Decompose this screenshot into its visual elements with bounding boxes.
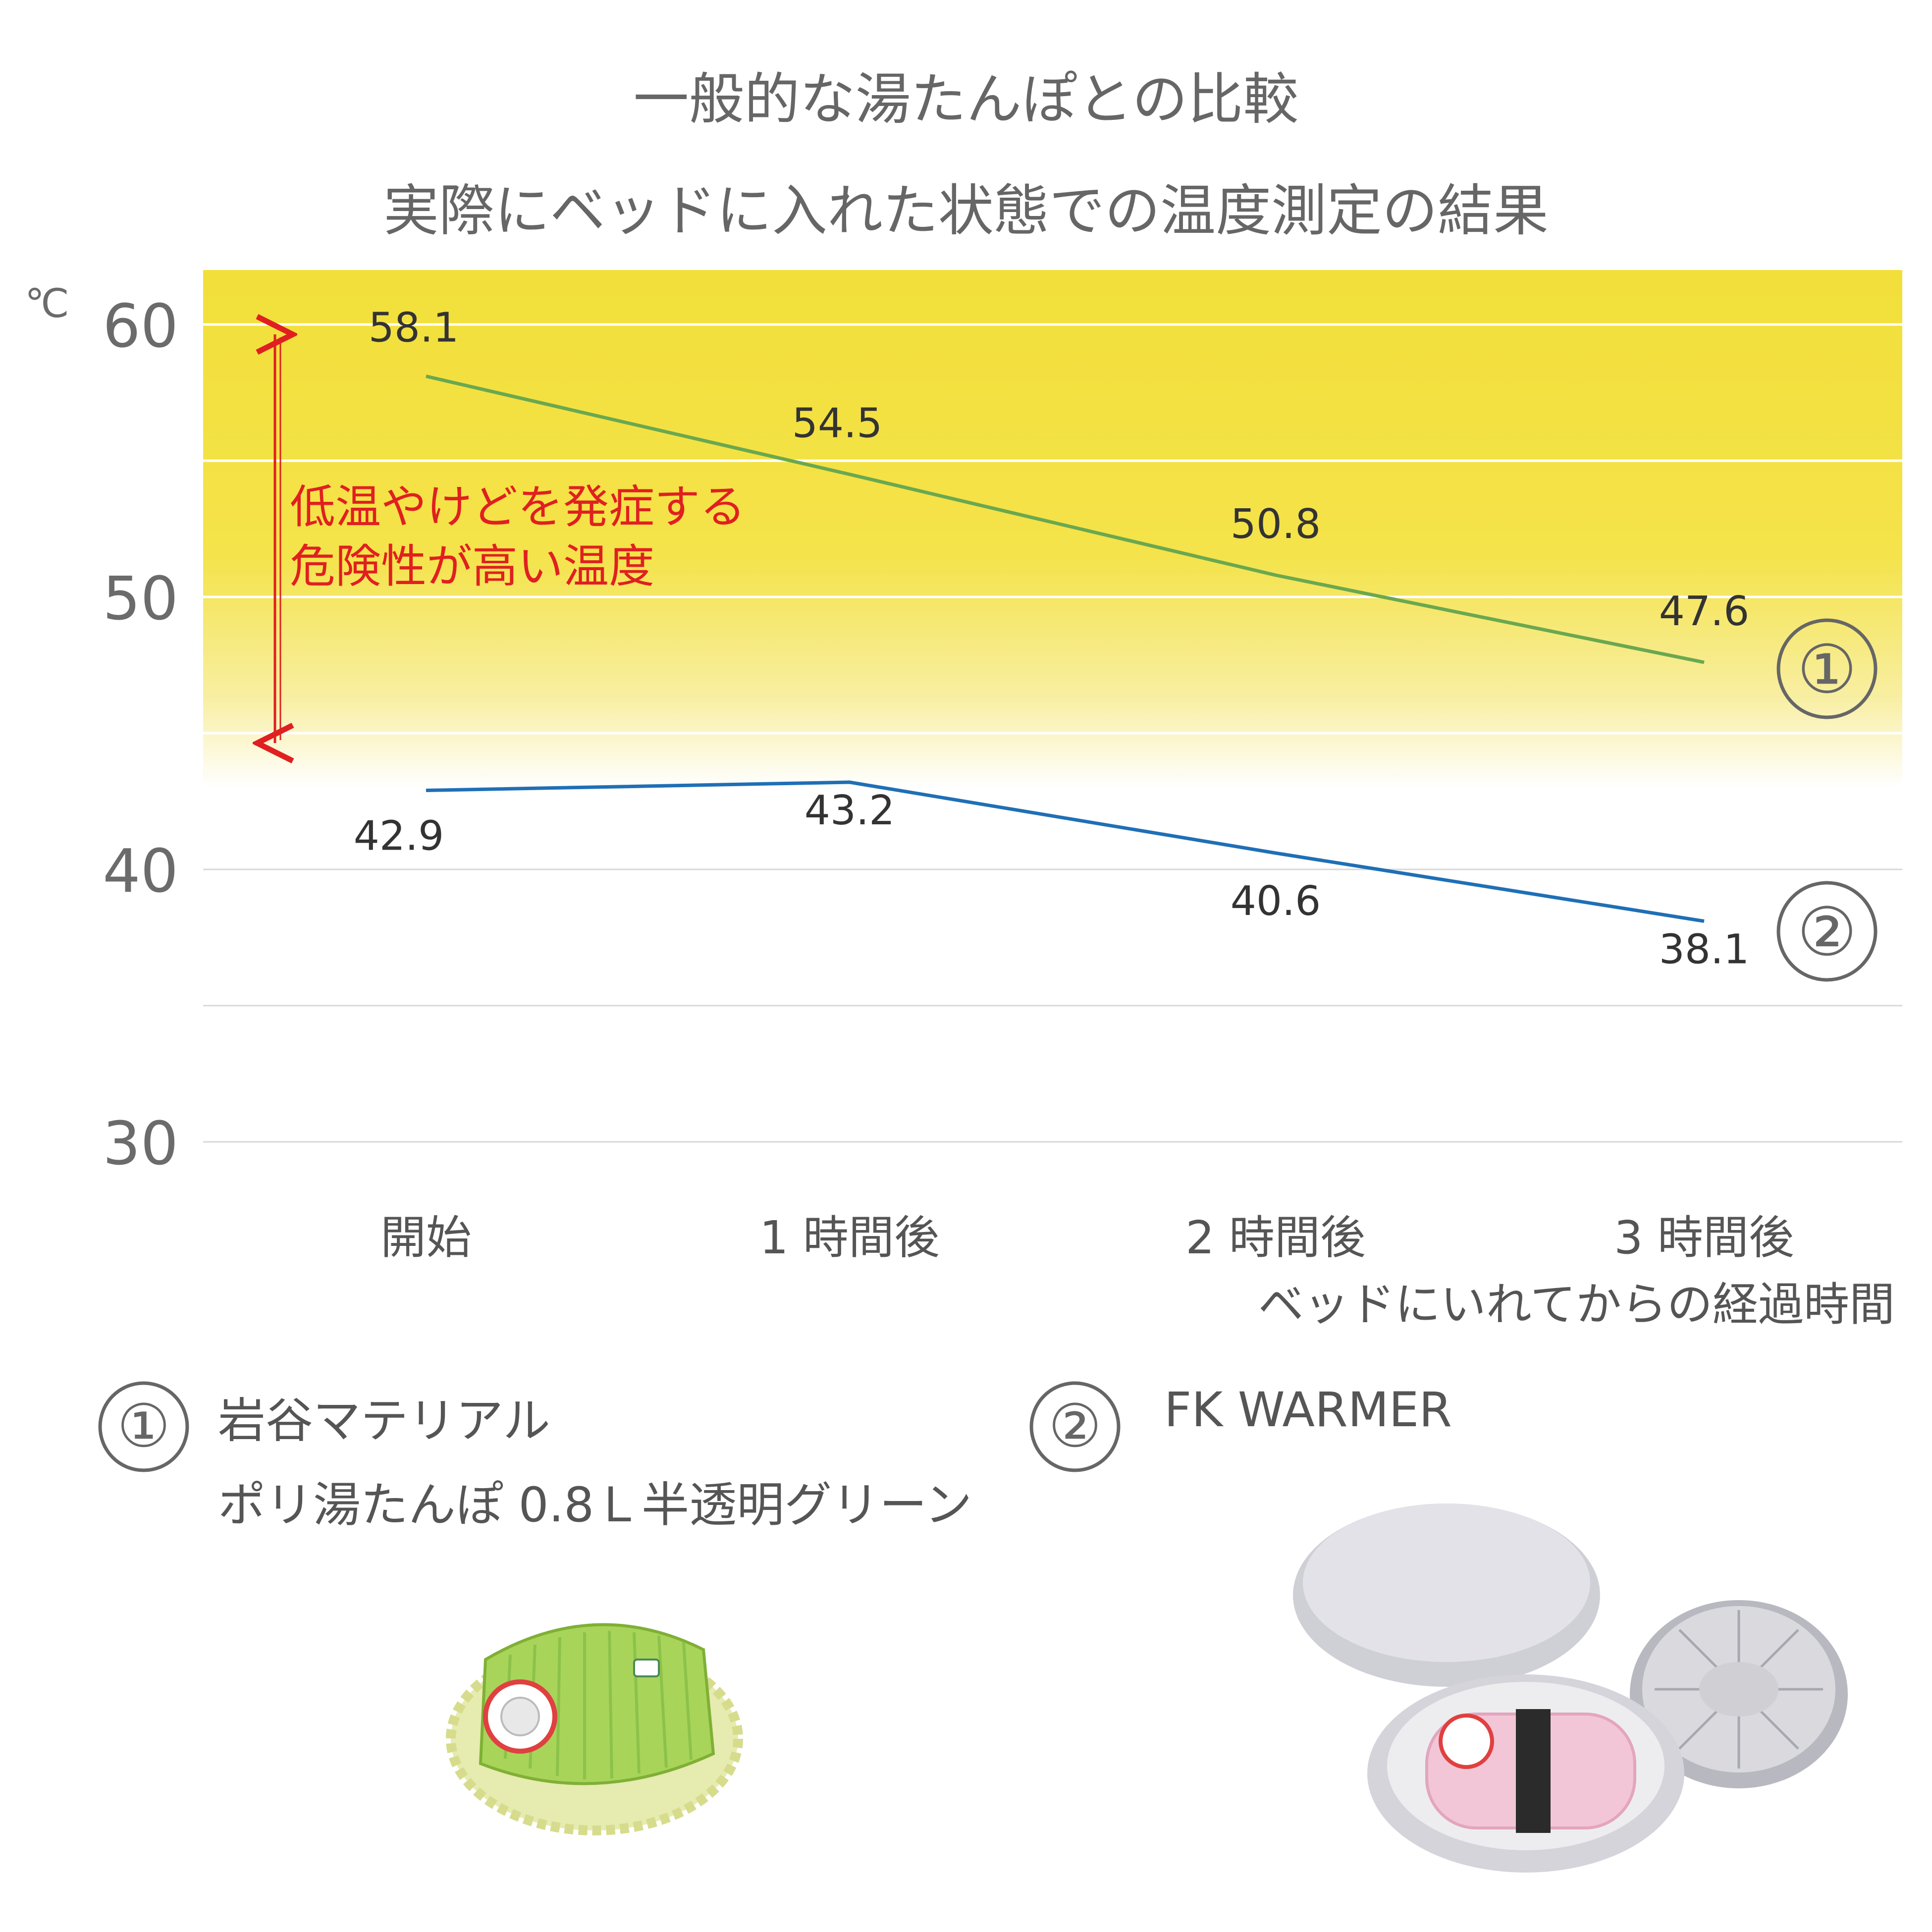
data-label: 38.1 (1659, 926, 1750, 973)
end-marker-circle (1776, 618, 1878, 719)
end-marker-text: ② (1797, 893, 1857, 971)
y-unit-label: ℃ (25, 280, 69, 326)
x-axis-title: ベッドにいれてからの経過時間 (1258, 1278, 1895, 1331)
legend-marker-2: ② (1029, 1381, 1121, 1472)
series-line-1 (426, 375, 1705, 664)
annotation-line2: 危険性が高い温度 (290, 540, 654, 593)
end-marker-text: ① (1797, 631, 1857, 708)
annotation-line1: 低温やけどを発症する (290, 481, 746, 534)
legend-marker-1: ① (98, 1381, 189, 1472)
y-tick-label: 30 (103, 1110, 178, 1179)
series-line-2 (426, 780, 1705, 923)
y-tick-label: 40 (103, 837, 178, 906)
chart-title: 一般的な湯たんぽとの比較 (633, 67, 1299, 132)
data-label: 54.5 (792, 400, 883, 447)
legend-item-1-line2: ポリ湯たんぽ 0.8Ｌ半透明グリーン (218, 1477, 972, 1533)
data-label: 43.2 (805, 787, 895, 834)
legend-item-1-line1: 岩谷マテリアル (218, 1393, 551, 1449)
danger-zone-band (203, 270, 1902, 788)
product-photo-fk-warmer (1293, 1503, 1848, 1873)
chart-subtitle: 実際にベッドに入れた状態での温度測定の結果 (383, 179, 1549, 243)
legend-marker-1-text: ① (117, 1392, 170, 1461)
y-tick-label: 50 (103, 565, 178, 634)
end-marker-circle (1776, 881, 1878, 982)
data-label: 58.1 (369, 305, 459, 352)
data-label: 40.6 (1231, 878, 1321, 925)
data-label: 47.6 (1659, 588, 1750, 635)
data-label: 50.8 (1231, 501, 1321, 548)
series-end-marker-1: ① (1776, 618, 1878, 719)
product-photo-green-bottle (446, 1623, 743, 1835)
legend-marker-2-text: ② (1048, 1392, 1102, 1461)
legend-item-2-line1: FK WARMER (1164, 1382, 1452, 1438)
data-label: 42.9 (354, 813, 444, 860)
series-end-marker-2: ② (1776, 881, 1878, 982)
x-tick-label: 開始 (380, 1211, 472, 1264)
y-tick-label: 60 (103, 292, 178, 361)
x-tick-label: 1 時間後 (759, 1211, 940, 1264)
x-tick-label: 2 時間後 (1185, 1211, 1366, 1264)
x-tick-label: 3 時間後 (1614, 1211, 1794, 1264)
